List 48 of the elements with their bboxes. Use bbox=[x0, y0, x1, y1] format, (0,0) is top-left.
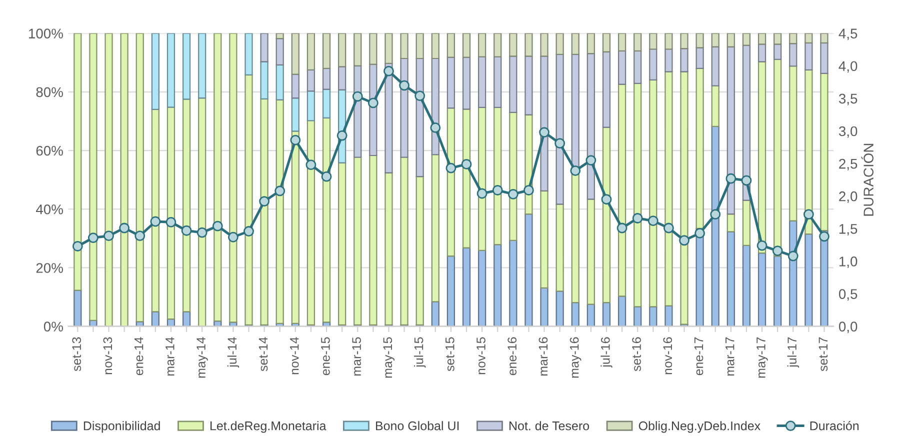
legend-label: Not. de Tesero bbox=[510, 421, 590, 430]
x-tick-label: set-16 bbox=[632, 337, 641, 372]
x-tick-label: set-14 bbox=[258, 337, 268, 372]
y-tick-label: 80% bbox=[36, 87, 63, 98]
x-tick-label: mar-15 bbox=[352, 337, 361, 376]
x-tick-label: may-17 bbox=[756, 337, 768, 378]
x-tick-label: ene-15 bbox=[321, 337, 330, 376]
x-tick-label: ene-14 bbox=[134, 337, 144, 376]
x-tick-label: mar-17 bbox=[726, 337, 734, 376]
x-tick-label: ene-17 bbox=[694, 337, 704, 376]
legend-label: Bono Global UI bbox=[376, 421, 459, 430]
x-tick-label: ene-16 bbox=[508, 337, 517, 376]
y2-axis-title: DURACIÓN bbox=[861, 144, 874, 216]
y2-tick-label: 4,0 bbox=[838, 61, 858, 73]
y-tick-label: 60% bbox=[36, 146, 63, 156]
x-tick-label: mar-16 bbox=[538, 337, 548, 376]
x-tick-label: nov-16 bbox=[663, 337, 672, 374]
y2-tick-label: 1,0 bbox=[839, 256, 858, 268]
x-tick-label: nov-14 bbox=[290, 337, 299, 374]
legend-label: Duración bbox=[810, 420, 859, 430]
y-tick-label: 0% bbox=[44, 322, 63, 332]
y2-tick-label: 4,5 bbox=[838, 28, 858, 40]
x-tick-label: jul-16 bbox=[600, 337, 612, 368]
y-tick-label: 100% bbox=[29, 28, 63, 38]
x-tick-label: may-15 bbox=[383, 337, 395, 378]
y2-tick-label: 3,5 bbox=[838, 94, 858, 106]
y2-tick-label: 2,5 bbox=[839, 158, 858, 170]
y2-tick-label: 0,0 bbox=[838, 322, 858, 334]
x-tick-label: jul-14 bbox=[227, 337, 240, 368]
x-tick-label: set-13 bbox=[72, 337, 82, 372]
y2-tick-label: 0,5 bbox=[838, 289, 858, 301]
x-tick-label: jul-15 bbox=[414, 337, 426, 368]
x-tick-label: jul-17 bbox=[787, 337, 799, 368]
legend-label: Oblig.Neg.yDeb.Index bbox=[638, 421, 760, 433]
x-tick-label: nov-15 bbox=[476, 337, 486, 374]
y-tick-label: 20% bbox=[36, 263, 63, 273]
x-tick-label: may-14 bbox=[196, 337, 208, 378]
x-tick-label: may-16 bbox=[570, 337, 582, 378]
legend-label: Let.deReg.Monetaria bbox=[210, 421, 326, 433]
legend-label: Disponibilidad bbox=[84, 421, 160, 433]
y2-tick-label: 1,5 bbox=[839, 224, 858, 236]
x-tick-label: nov-13 bbox=[103, 337, 112, 374]
x-tick-label: set-17 bbox=[818, 337, 828, 372]
y-tick-label: 40% bbox=[36, 204, 63, 214]
y2-tick-label: 2,0 bbox=[839, 191, 858, 203]
x-tick-label: mar-14 bbox=[166, 337, 174, 376]
x-tick-label: set-15 bbox=[446, 337, 454, 372]
y2-tick-label: 3,0 bbox=[838, 126, 858, 138]
